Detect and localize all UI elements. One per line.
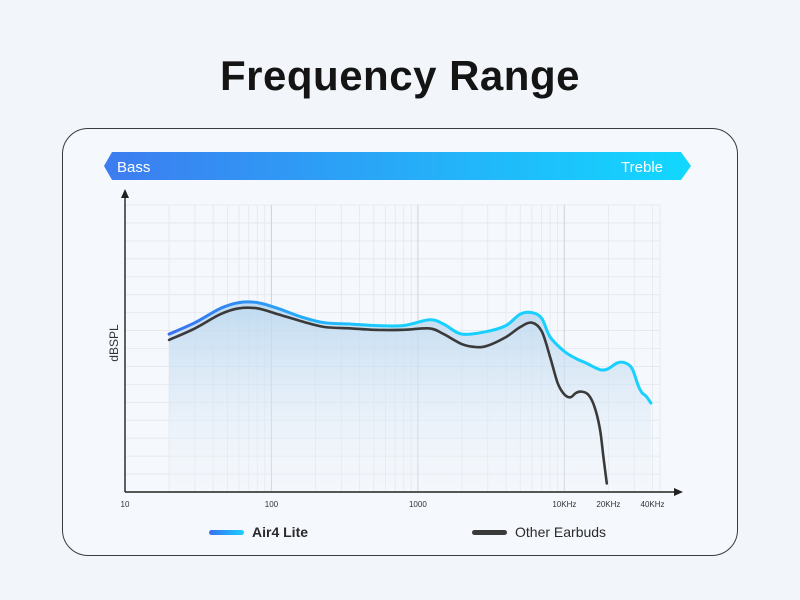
legend-swatch-other-earbuds (472, 530, 507, 535)
x-tick-label: 1000 (409, 500, 427, 509)
bass-treble-band (104, 152, 691, 180)
legend: Air4 Lite Other Earbuds (209, 524, 606, 540)
band-label-bass: Bass (117, 159, 150, 176)
x-tick-label: 40KHz (641, 500, 665, 509)
air4-fill-area (169, 301, 651, 492)
legend-label-air4-lite: Air4 Lite (252, 524, 308, 540)
x-tick-label: 10KHz (552, 500, 576, 509)
x-tick-label: 20KHz (596, 500, 620, 509)
y-axis-label: dBSPL (107, 324, 121, 362)
x-tick-label: 10 (121, 500, 130, 509)
x-tick-label: 100 (265, 500, 279, 509)
series-line-air4-lite (167, 300, 653, 405)
x-axis-arrow (674, 488, 683, 496)
y-axis-arrow (121, 189, 129, 198)
band-label-treble: Treble (621, 159, 663, 176)
legend-swatch-air4-lite (209, 530, 244, 535)
legend-label-other-earbuds: Other Earbuds (515, 524, 606, 540)
page-title: Frequency Range (220, 52, 580, 99)
x-tick-labels: 10 100 1000 10KHz 20KHz 40KHz (121, 500, 665, 509)
series-line-other-earbuds (167, 306, 609, 485)
